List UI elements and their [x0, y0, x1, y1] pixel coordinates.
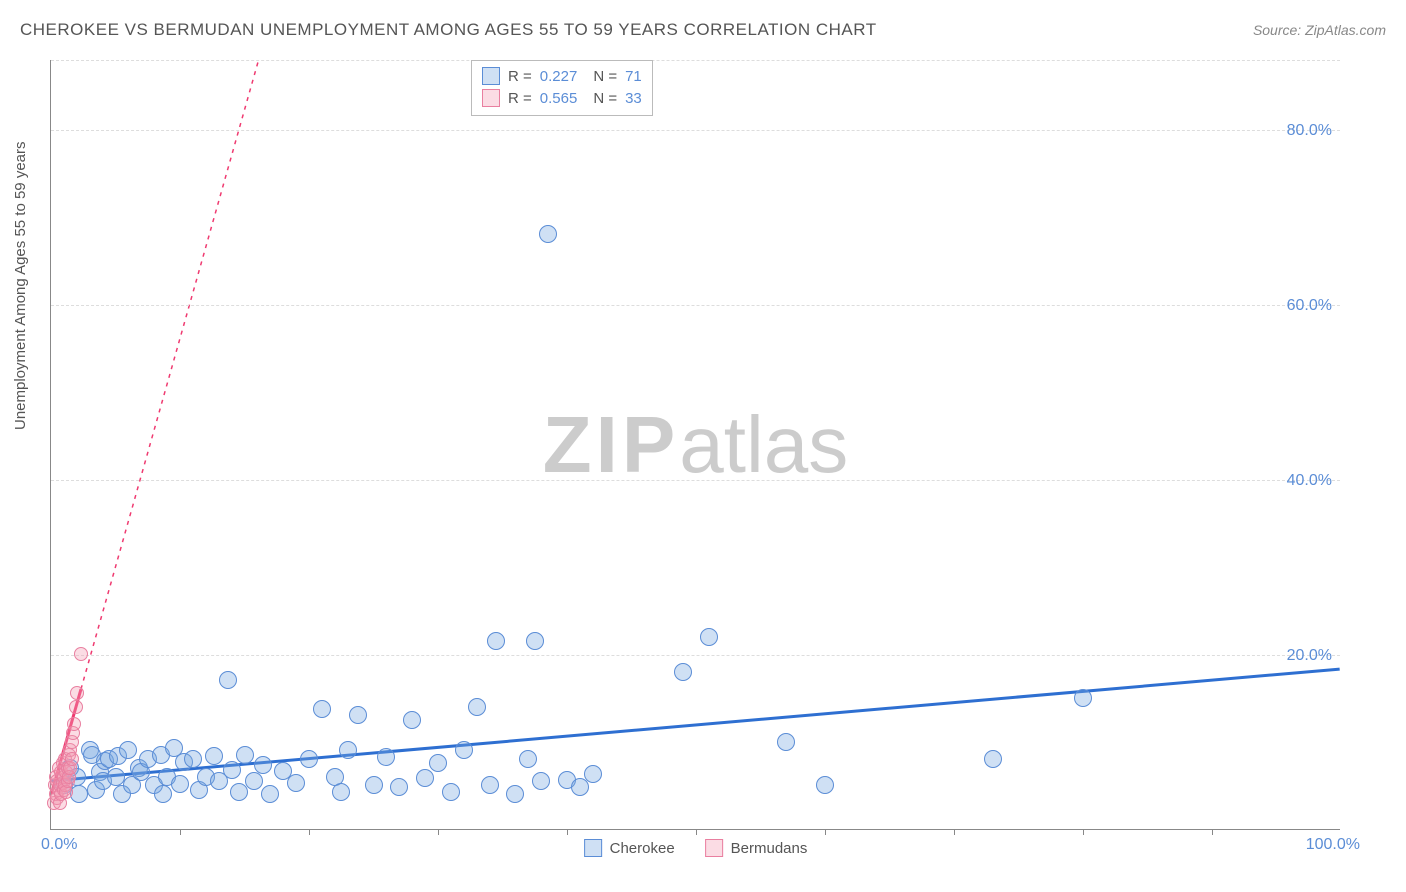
data-point	[154, 785, 172, 803]
watermark-light: atlas	[679, 400, 848, 489]
gridline-h	[51, 655, 1340, 656]
data-point	[442, 783, 460, 801]
data-point	[67, 717, 81, 731]
cherokee-n-value: 71	[625, 68, 642, 85]
data-point	[236, 746, 254, 764]
data-point	[69, 700, 83, 714]
data-point	[171, 775, 189, 793]
bermudans-r-value: 0.565	[540, 90, 578, 107]
swatch-blue-icon	[482, 67, 500, 85]
stats-row-cherokee: R = 0.227 N = 71	[482, 65, 642, 87]
swatch-pink-icon	[482, 89, 500, 107]
data-point	[365, 776, 383, 794]
series-legend: Cherokee Bermudans	[584, 839, 808, 857]
data-point	[349, 706, 367, 724]
source-attribution: Source: ZipAtlas.com	[1253, 22, 1386, 38]
data-point	[487, 632, 505, 650]
data-point	[65, 752, 79, 766]
data-point	[700, 628, 718, 646]
data-point	[506, 785, 524, 803]
cherokee-r-value: 0.227	[540, 68, 578, 85]
data-point	[455, 741, 473, 759]
x-tick	[1083, 829, 1084, 835]
legend-bermudans-label: Bermudans	[731, 840, 808, 857]
data-point	[481, 776, 499, 794]
x-tick	[954, 829, 955, 835]
data-point	[219, 671, 237, 689]
data-point	[332, 783, 350, 801]
x-tick	[1212, 829, 1213, 835]
gridline-h	[51, 130, 1340, 131]
data-point	[287, 774, 305, 792]
data-point	[119, 741, 137, 759]
y-tick-label: 20.0%	[1287, 647, 1332, 665]
data-point	[984, 750, 1002, 768]
data-point	[261, 785, 279, 803]
data-point	[403, 711, 421, 729]
x-tick	[825, 829, 826, 835]
data-point	[1074, 689, 1092, 707]
y-tick-label: 60.0%	[1287, 297, 1332, 315]
data-point	[70, 686, 84, 700]
data-point	[468, 698, 486, 716]
y-tick-label: 80.0%	[1287, 122, 1332, 140]
x-tick	[309, 829, 310, 835]
y-tick-label: 40.0%	[1287, 472, 1332, 490]
data-point	[777, 733, 795, 751]
data-point	[107, 768, 125, 786]
x-tick	[567, 829, 568, 835]
source-prefix: Source:	[1253, 22, 1305, 38]
data-point	[674, 663, 692, 681]
data-point	[184, 750, 202, 768]
data-point	[416, 769, 434, 787]
bermudans-n-value: 33	[625, 90, 642, 107]
y-axis-label: Unemployment Among Ages 55 to 59 years	[12, 141, 29, 430]
data-point	[519, 750, 537, 768]
gridline-h	[51, 480, 1340, 481]
trend-lines-layer	[51, 60, 1340, 829]
x-tick	[438, 829, 439, 835]
data-point	[377, 748, 395, 766]
x-tick	[696, 829, 697, 835]
data-point	[74, 647, 88, 661]
data-point	[390, 778, 408, 796]
data-point	[539, 225, 557, 243]
swatch-blue-icon	[584, 839, 602, 857]
data-point	[429, 754, 447, 772]
data-point	[584, 765, 602, 783]
x-axis-min-label: 0.0%	[41, 836, 77, 854]
watermark-bold: ZIP	[543, 400, 679, 489]
x-tick	[180, 829, 181, 835]
data-point	[532, 772, 550, 790]
chart-title: CHEROKEE VS BERMUDAN UNEMPLOYMENT AMONG …	[20, 20, 877, 40]
data-point	[205, 747, 223, 765]
data-point	[300, 750, 318, 768]
swatch-pink-icon	[705, 839, 723, 857]
legend-cherokee-label: Cherokee	[610, 840, 675, 857]
gridline-h	[51, 60, 1340, 61]
gridline-h	[51, 305, 1340, 306]
n-label: N =	[593, 68, 617, 85]
r-label: R =	[508, 90, 532, 107]
n-label: N =	[593, 90, 617, 107]
legend-item-cherokee: Cherokee	[584, 839, 675, 857]
stats-row-bermudans: R = 0.565 N = 33	[482, 87, 642, 109]
x-axis-max-label: 100.0%	[1306, 836, 1360, 854]
stats-legend: R = 0.227 N = 71 R = 0.565 N = 33	[471, 60, 653, 116]
legend-item-bermudans: Bermudans	[705, 839, 808, 857]
plot-area: ZIPatlas R = 0.227 N = 71 R = 0.565 N = …	[50, 60, 1340, 830]
watermark: ZIPatlas	[543, 399, 848, 491]
data-point	[816, 776, 834, 794]
data-point	[339, 741, 357, 759]
data-point	[313, 700, 331, 718]
data-point	[245, 772, 263, 790]
data-point	[526, 632, 544, 650]
source-name: ZipAtlas.com	[1305, 22, 1386, 38]
data-point	[223, 761, 241, 779]
data-point	[254, 756, 272, 774]
r-label: R =	[508, 68, 532, 85]
